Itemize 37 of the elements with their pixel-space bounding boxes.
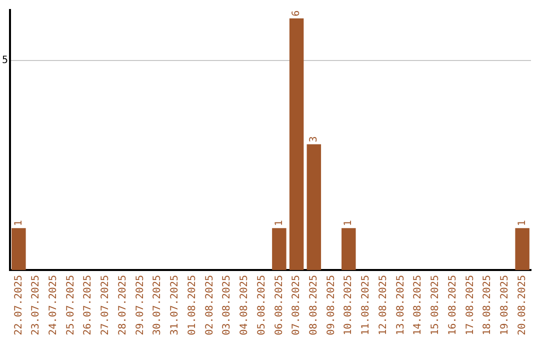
x-tick-label: 24.07.2025 [48,275,60,336]
x-tick-label: 26.07.2025 [82,275,94,336]
x-tick-label: 23.07.2025 [30,275,42,336]
data-label: 3 [308,136,320,142]
data-label: 1 [13,220,24,226]
x-tick-label: 08.08.2025 [308,275,320,336]
x-tick-label: 22.07.2025 [13,275,24,336]
x-tick-label: 04.08.2025 [239,275,250,336]
x-tick-label: 12.08.2025 [378,275,389,336]
x-tick-label: 17.08.2025 [464,275,476,336]
x-tick-label: 20.08.2025 [516,275,528,336]
x-tick-label: 18.08.2025 [482,275,494,336]
x-tick-label: 09.08.2025 [326,275,337,336]
x-tick-label: 01.08.2025 [186,275,198,336]
x-tick-label: 27.07.2025 [100,275,112,336]
x-tick-label: 31.07.2025 [170,275,181,336]
x-tick-label: 02.08.2025 [204,275,216,336]
x-tick-label: 28.07.2025 [117,275,128,336]
data-label: 6 [291,10,302,16]
data-label: 1 [516,220,528,226]
x-tick-label: 06.08.2025 [274,275,285,336]
x-tick-label: 03.08.2025 [222,275,233,336]
x-tick-label: 13.08.2025 [395,275,406,336]
x-tick-label: 07.08.2025 [291,275,302,336]
x-tick-label: 25.07.2025 [65,275,76,336]
x-tick-label: 11.08.2025 [360,275,372,336]
x-tick-label: 29.07.2025 [134,275,146,336]
x-tick-label: 16.08.2025 [447,275,458,336]
y-tick-label: 5 [2,54,8,66]
x-tick-label: 05.08.2025 [256,275,268,336]
x-tick-label: 30.07.2025 [152,275,164,336]
data-label: 1 [274,220,285,226]
x-tick-label: 19.08.2025 [500,275,511,336]
data-label: 1 [343,220,354,226]
x-tick-label: 14.08.2025 [412,275,424,336]
x-tick-label: 10.08.2025 [343,275,354,336]
x-tick-label: 15.08.2025 [430,275,442,336]
